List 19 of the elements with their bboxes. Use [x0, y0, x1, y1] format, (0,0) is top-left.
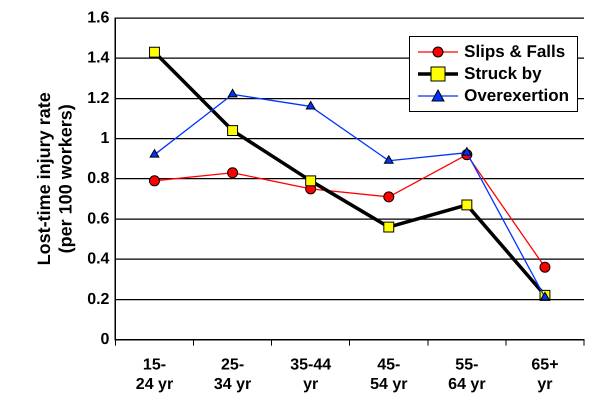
y-tick-label: 1 [100, 130, 110, 148]
legend-label: Struck by [464, 64, 542, 84]
x-tick-label: 65+ yr [531, 356, 559, 393]
x-tick-label: 25- 34 yr [214, 356, 252, 393]
x-tick-label: 55- 64 yr [448, 356, 486, 393]
y-tick-label: 0.8 [87, 170, 110, 188]
y-tick-label: 0 [100, 331, 110, 348]
x-tick-label: 45- 54 yr [370, 356, 408, 393]
x-tick-label: 35-44 yr [290, 356, 332, 393]
y-tick-label: 0.4 [87, 250, 110, 268]
y-tick-label: 1.6 [87, 9, 110, 26]
y-axis-title: Lost-time injury rate (per 100 workers) [34, 92, 76, 266]
legend-label: Overexertion [464, 86, 569, 106]
y-tick-label: 1.4 [87, 50, 110, 67]
x-tick-label: 15- 24 yr [136, 356, 174, 393]
y-tick-label: 1.2 [87, 90, 110, 107]
y-tick-label: 0.6 [87, 210, 110, 228]
legend-label: Slips & Falls [464, 42, 566, 62]
y-tick-label: 0.2 [87, 290, 110, 308]
